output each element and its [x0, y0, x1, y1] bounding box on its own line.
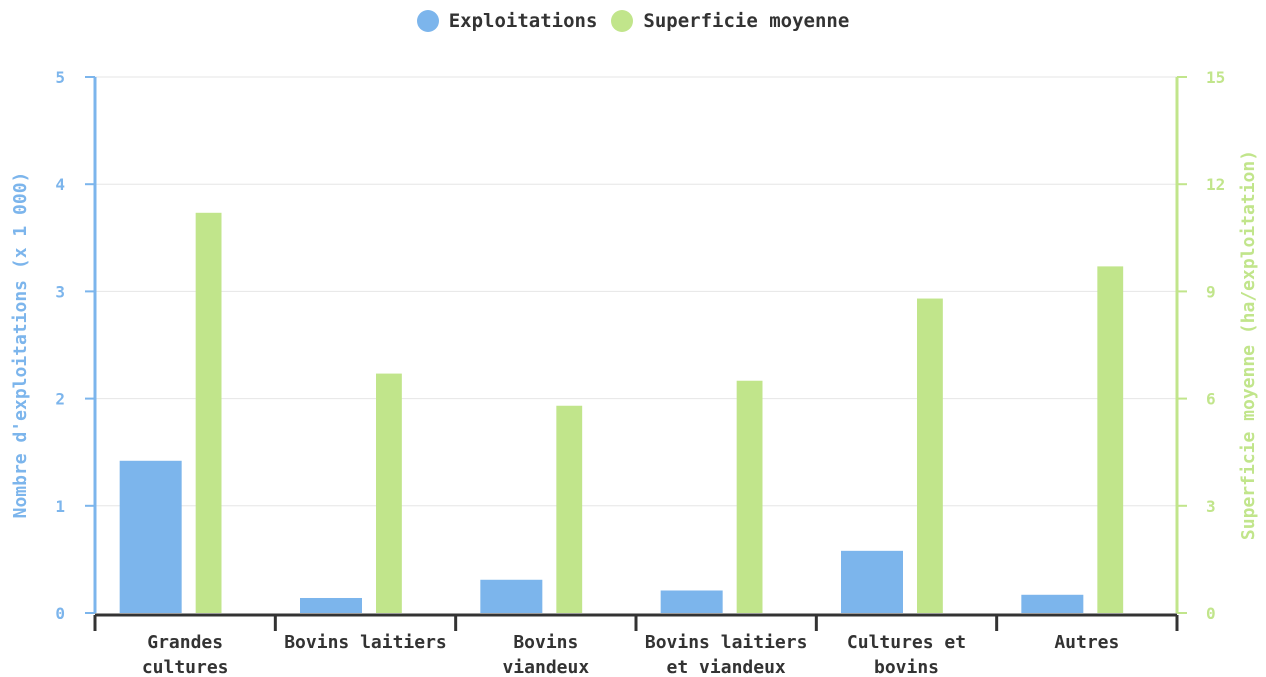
x-tick-label: Cultures et	[847, 632, 966, 653]
axes	[85, 76, 1187, 631]
x-tick-label: Bovins laitiers	[284, 632, 447, 653]
left-tick-label: 2	[55, 390, 65, 409]
bar-superficie	[376, 373, 402, 613]
x-tick-label: Grandes	[147, 632, 223, 653]
x-tick-label: et viandeux	[667, 657, 786, 677]
x-tick-label: Autres	[1054, 632, 1119, 653]
x-tick-label: cultures	[142, 657, 229, 677]
y-right-axis-title: Superficie moyenne (ha/exploitation)	[1238, 150, 1259, 540]
right-tick-label: 3	[1206, 497, 1216, 516]
legend-label-exploitations: Exploitations	[448, 10, 598, 32]
legend-item-exploitations[interactable]: Exploitations	[416, 10, 598, 32]
x-tick-label: Bovins	[513, 632, 578, 653]
bar-superficie	[917, 298, 943, 613]
left-tick-label: 4	[55, 175, 65, 194]
left-tick-label: 3	[55, 282, 65, 301]
bar-superficie	[1097, 266, 1124, 613]
left-tick-label: 0	[55, 604, 65, 623]
bars	[119, 212, 1124, 613]
x-tick-label: viandeux	[502, 657, 589, 677]
grid-lines	[95, 76, 1177, 507]
legend-item-superficie[interactable]: Superficie moyenne	[611, 10, 849, 32]
bar-exploitations	[480, 579, 543, 613]
legend-marker-exploitations	[416, 10, 439, 32]
right-tick-label: 6	[1206, 390, 1216, 409]
right-tick-label: 9	[1206, 282, 1216, 301]
y-left-axis-title: Nombre d'exploitations (x 1 000)	[10, 172, 31, 519]
left-tick-label: 1	[55, 497, 65, 516]
legend: Exploitations Superficie moyenne	[0, 10, 1266, 32]
bar-superficie	[195, 212, 222, 613]
legend-label-superficie: Superficie moyenne	[643, 10, 850, 32]
left-tick-label: 5	[55, 68, 65, 87]
bar-superficie	[736, 380, 763, 613]
bar-superficie	[556, 405, 583, 613]
bar-exploitations	[300, 597, 362, 613]
bar-exploitations	[660, 590, 723, 613]
bar-exploitations	[841, 550, 903, 613]
x-tick-label: bovins	[874, 657, 939, 677]
x-tick-label: Bovins laitiers	[645, 632, 808, 653]
right-tick-label: 15	[1206, 68, 1225, 87]
right-tick-label: 12	[1206, 175, 1225, 194]
bar-exploitations	[1021, 594, 1084, 613]
bar-exploitations	[119, 460, 182, 613]
legend-marker-superficie	[611, 10, 634, 32]
right-tick-label: 0	[1206, 604, 1216, 623]
